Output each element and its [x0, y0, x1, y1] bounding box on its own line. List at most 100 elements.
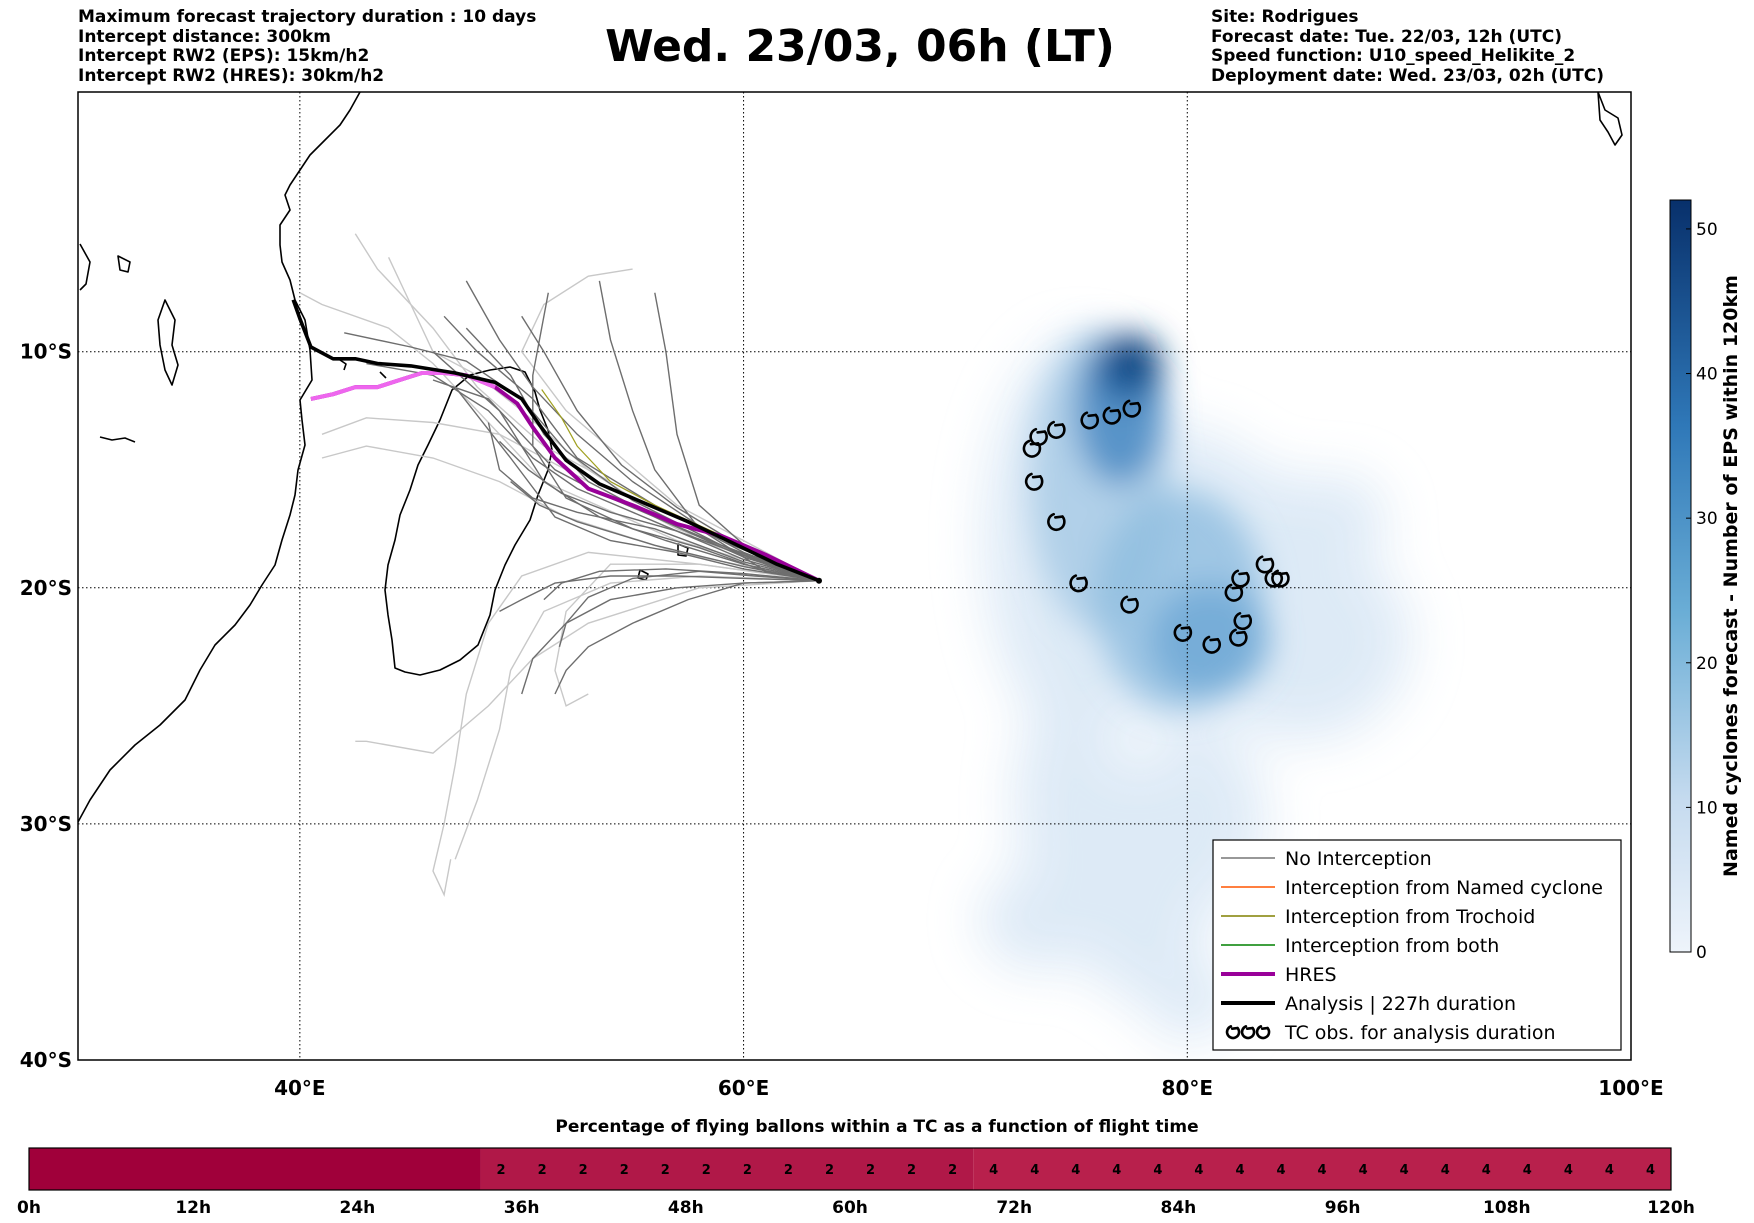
eps-trajectory-light-7 [554, 563, 820, 707]
header-right-line-4: Deployment date: Wed. 23/03, 02h (UTC) [1211, 65, 1605, 86]
tc-observation-15 [1231, 569, 1250, 588]
legend-label: HRES [1285, 964, 1337, 986]
flight-strip-cell-value: 2 [702, 1163, 711, 1178]
flight-strip-cell-value: 2 [538, 1163, 547, 1178]
eps-trajectory-dark-7 [487, 422, 820, 582]
eps-trajectory-dark-14 [465, 280, 820, 582]
eps-trajectory-light-9 [520, 268, 820, 582]
eps-trajectory-dark-11 [510, 481, 820, 582]
flight-strip-cell-value: 2 [784, 1163, 793, 1178]
flight-strip-tick-label: 108h [1483, 1198, 1531, 1218]
legend-box [1212, 839, 1622, 1051]
legend-entry: Interception from Named cyclone [1221, 877, 1603, 899]
flight-strip-tick-label: 48h [668, 1198, 704, 1218]
axis-tick-labels: 40°E 60°E 80°E 100°E 10°S 20°S 30°S 40°S [20, 340, 1664, 1100]
eps-trajectories-dark [344, 280, 820, 695]
flight-strip-cell-value: 4 [1071, 1163, 1080, 1178]
eps-trajectory-dark-10 [654, 292, 820, 582]
tc-observation-0 [1122, 399, 1142, 418]
tc-observation-8 [1069, 574, 1088, 593]
flight-strip-cell-value: 4 [1030, 1163, 1039, 1178]
flight-strip: 2 2 2 2 2 2 2 2 2 2 2 2 4 4 4 4 4 4 4 4 4 4 4 4 4 4 4 4 4 0h 12h 24h 36… [17, 1147, 1695, 1218]
legend-entry: Interception from Trochoid [1221, 906, 1535, 928]
tc-observation-12 [1229, 628, 1248, 647]
flight-strip-cell-value: 2 [907, 1163, 916, 1178]
eps-trajectory-light-2 [321, 417, 820, 582]
flight-strip-tick-label: 12h [175, 1198, 211, 1218]
eps-trajectory-dark-6 [554, 580, 820, 695]
colorbar-tick-label: 40 [1696, 365, 1718, 385]
flight-strip-frame [28, 1147, 1672, 1191]
flight-strip-tick-label: 0h [17, 1198, 41, 1218]
tc-observation-2 [1080, 411, 1099, 430]
tc-observation-11 [1202, 635, 1221, 654]
flight-strip-tick-label: 96h [1325, 1198, 1361, 1218]
legend-entry: TC obs. for analysis duration [1225, 1022, 1556, 1044]
legend-cyclone-icon [1240, 1025, 1256, 1040]
eps-trajectory-dark-19 [558, 570, 820, 647]
eps-trajectory-dark-3 [454, 386, 820, 582]
flight-strip-cell-value: 4 [1400, 1163, 1409, 1178]
flight-strip-cell-value: 4 [1194, 1163, 1203, 1178]
header-right-line-3: Speed function: U10_speed_Helikite_2 [1211, 46, 1576, 66]
header-left-line-1: Maximum forecast trajectory duration : 1… [78, 7, 537, 27]
flight-strip-cell-value: 2 [497, 1163, 506, 1178]
legend-label: Analysis | 227h duration [1285, 993, 1516, 1015]
main-title: Wed. 23/03, 06h (LT) [605, 21, 1115, 72]
tc-observation-9 [1120, 595, 1139, 614]
eps-trajectory-dark-18 [521, 315, 820, 582]
y-tick-label: 40°S [20, 1048, 72, 1072]
x-tick-label: 60°E [718, 1076, 770, 1100]
tc-observation-7 [1047, 512, 1066, 532]
header-right-line-1: Site: Rodrigues [1211, 7, 1359, 27]
header-right-info: Site: Rodrigues Forecast date: Tue. 22/0… [1211, 7, 1605, 86]
map-chart: 40°E 60°E 80°E 100°E 10°S 20°S 30°S 40°S No Int… [20, 91, 1742, 1100]
flight-strip-cell-value: 2 [866, 1163, 875, 1178]
eps-trajectory-dark-12 [366, 362, 820, 582]
colorbar-tick-label: 30 [1696, 509, 1718, 529]
colorbar-ticks: 0 10 20 30 40 50 [1686, 220, 1718, 963]
flight-strip-tick-label: 84h [1161, 1198, 1197, 1218]
eps-trajectory-dark-8 [532, 292, 820, 582]
eps-trajectories-light [299, 233, 820, 897]
flight-strip-cell-value: 4 [1646, 1163, 1655, 1178]
flight-strip-cell-value: 2 [579, 1163, 588, 1178]
flight-strip-tick-label: 24h [340, 1198, 376, 1218]
eps-trajectory-light-3 [321, 445, 820, 582]
coastlines [78, 92, 1623, 823]
flight-strip-tick-labels: 0h 12h 24h 36h 48h 60h 72h 84h 96h 108h 120h [17, 1198, 1695, 1218]
tc-observation-1 [1102, 406, 1122, 425]
legend-entry: Analysis | 227h duration [1221, 993, 1516, 1015]
flight-strip-cell-value: 4 [989, 1163, 998, 1178]
eps-trajectory-dark-9 [598, 280, 820, 582]
flight-strip-cell-value: 4 [1605, 1163, 1614, 1178]
flight-strip-cell-value: 4 [1359, 1163, 1368, 1178]
header-left-line-4: Intercept RW2 (HRES): 30km/h2 [78, 65, 385, 86]
legend-label: Interception from Named cyclone [1285, 877, 1603, 899]
launch-site-marker [816, 577, 823, 584]
tc-observation-5 [1022, 439, 1042, 458]
colorbar-gradient [1669, 199, 1692, 953]
eps-trajectory-light-4 [432, 551, 820, 897]
flight-strip-cells: 2 2 2 2 2 2 2 2 2 2 2 2 4 4 4 4 4 4 4 4 4 4 4 4 4 4 4 4 4 [29, 1148, 1671, 1190]
flight-strip-title: Percentage of flying ballons within a TC… [555, 1117, 1199, 1137]
flight-strip-cell-value: 4 [1277, 1163, 1286, 1178]
legend-label: TC obs. for analysis duration [1284, 1022, 1556, 1044]
flight-strip-cell-value: 4 [1235, 1163, 1244, 1178]
legend: No Interception Interception from Named c… [1212, 839, 1622, 1051]
colorbar-tick-label: 50 [1696, 220, 1718, 240]
colorbar: 0 10 20 30 40 50 Named cyclones forecast - Nu… [1669, 199, 1742, 963]
legend-label: Interception from both [1285, 935, 1499, 957]
header-left-info: Maximum forecast trajectory duration : 1… [78, 7, 537, 86]
flight-strip-cell-value: 4 [1564, 1163, 1573, 1178]
eps-trajectory-dark-15 [543, 568, 820, 601]
colorbar-tick-label: 0 [1696, 943, 1707, 963]
cyclone-density-field [980, 330, 1410, 1040]
eps-trajectory-dark-16 [432, 379, 820, 582]
flight-strip-cell-value: 2 [948, 1163, 957, 1178]
grid-lines [78, 92, 1631, 1060]
tc-observation-14 [1224, 583, 1244, 602]
map-frame [77, 91, 1632, 1061]
flight-strip-tick-label: 60h [832, 1198, 868, 1218]
colorbar-tick-label: 10 [1696, 798, 1718, 818]
